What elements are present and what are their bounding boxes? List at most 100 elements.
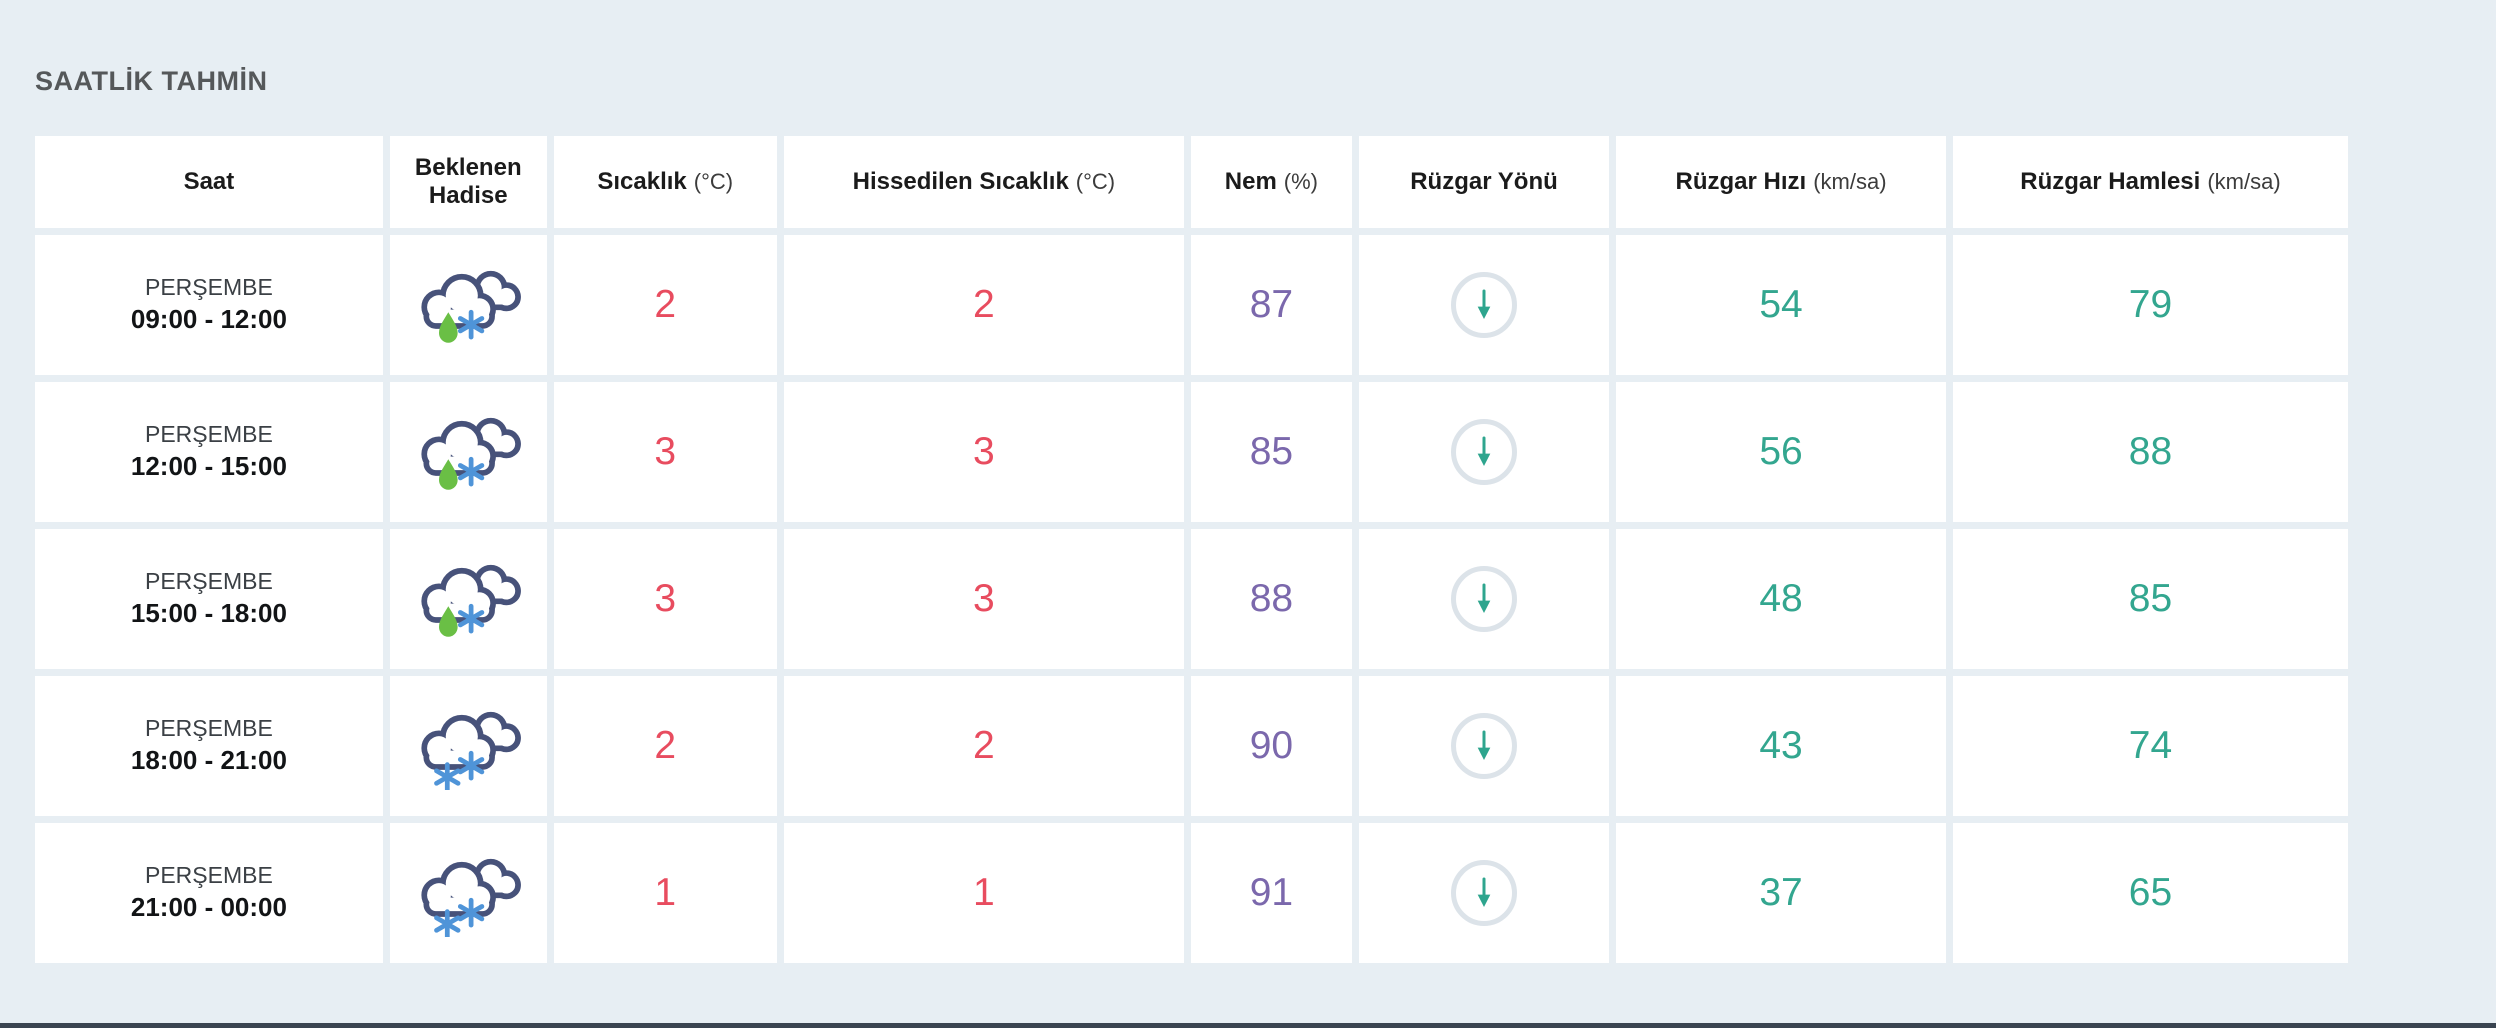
time-cell: PERŞEMBE 18:00 - 21:00 [35, 676, 383, 816]
wind-speed-value: 43 [1759, 724, 1803, 767]
time-range-label: 15:00 - 18:00 [130, 598, 287, 629]
temperature-value: 2 [654, 724, 677, 767]
wind-gust-value: 88 [2128, 430, 2173, 473]
col-header-ruzgar-yonu: Rüzgar Yönü [1358, 136, 1610, 228]
cloud-sleet-icon [410, 555, 526, 637]
time-range-label: 21:00 - 00:00 [130, 892, 287, 923]
weather-icon-cell [389, 529, 547, 669]
temperature-cell: 1 [553, 823, 777, 963]
weather-icon-cell [389, 676, 547, 816]
col-header-label: Rüzgar Hamlesi [2020, 168, 2201, 196]
arrow-down-icon [1476, 730, 1492, 762]
day-label: PERŞEMBE [145, 862, 273, 889]
feels-like-value: 2 [973, 283, 995, 326]
temperature-value: 2 [654, 283, 677, 326]
wind-direction-ring [1450, 272, 1517, 338]
cloud-sleet-icon [410, 408, 526, 490]
wind-speed-value: 56 [1759, 430, 1803, 473]
col-header-saat: Saat [35, 136, 383, 228]
col-header-unit: (km/sa) [1813, 169, 1887, 195]
feels-like-cell: 1 [783, 823, 1184, 963]
time-cell: PERŞEMBE 12:00 - 15:00 [35, 382, 383, 522]
wind-gust-value: 79 [2128, 283, 2173, 326]
wind-direction-cell [1358, 382, 1610, 522]
humidity-cell: 87 [1190, 235, 1352, 375]
wind-speed-cell: 56 [1616, 382, 1946, 522]
feels-like-cell: 3 [783, 529, 1184, 669]
wind-gust-cell: 79 [1952, 235, 2348, 375]
arrow-down-icon [1476, 583, 1492, 615]
wind-speed-cell: 54 [1616, 235, 1946, 375]
col-header-ruzgar-hamlesi: Rüzgar Hamlesi (km/sa) [1952, 136, 2348, 228]
time-range-label: 09:00 - 12:00 [130, 304, 287, 335]
temperature-value: 3 [654, 577, 677, 620]
day-label: PERŞEMBE [145, 568, 273, 595]
wind-speed-cell: 37 [1616, 823, 1946, 963]
time-cell: PERŞEMBE 09:00 - 12:00 [35, 235, 383, 375]
hourly-forecast-table: Saat Beklenen Hadise Sıcaklık (°C) Hisse… [35, 136, 2348, 963]
time-range-label: 12:00 - 15:00 [130, 451, 287, 482]
arrow-down-icon [1476, 877, 1492, 909]
temperature-value: 1 [654, 871, 677, 914]
cloud-sleet-icon [410, 261, 526, 343]
day-label: PERŞEMBE [145, 274, 273, 301]
wind-direction-ring [1450, 566, 1517, 632]
feels-like-value: 3 [973, 430, 995, 473]
day-label: PERŞEMBE [145, 421, 273, 448]
feels-like-value: 3 [973, 577, 995, 620]
feels-like-cell: 2 [783, 676, 1184, 816]
wind-direction-cell [1358, 235, 1610, 375]
time-cell: PERŞEMBE 21:00 - 00:00 [35, 823, 383, 963]
day-label: PERŞEMBE [145, 715, 273, 742]
weather-icon-cell [389, 235, 547, 375]
col-header-label: Rüzgar Hızı [1675, 168, 1807, 196]
humidity-cell: 88 [1190, 529, 1352, 669]
col-header-unit: (%) [1283, 169, 1319, 195]
feels-like-cell: 2 [783, 235, 1184, 375]
temperature-cell: 3 [553, 382, 777, 522]
wind-speed-value: 37 [1759, 871, 1803, 914]
humidity-cell: 85 [1190, 382, 1352, 522]
humidity-cell: 91 [1190, 823, 1352, 963]
wind-gust-value: 65 [2128, 871, 2173, 914]
arrow-down-icon [1476, 436, 1492, 468]
temperature-value: 3 [654, 430, 677, 473]
wind-direction-cell [1358, 529, 1610, 669]
wind-direction-ring [1450, 860, 1517, 926]
wind-speed-cell: 43 [1616, 676, 1946, 816]
wind-gust-cell: 65 [1952, 823, 2348, 963]
wind-gust-cell: 88 [1952, 382, 2348, 522]
humidity-value: 91 [1249, 871, 1294, 914]
section-title: SAATLİK TAHMİN [35, 66, 268, 96]
col-header-label: Rüzgar Yönü [1410, 168, 1558, 196]
temperature-cell: 2 [553, 235, 777, 375]
wind-speed-cell: 48 [1616, 529, 1946, 669]
col-header-sicaklik: Sıcaklık (°C) [553, 136, 777, 228]
wind-gust-cell: 74 [1952, 676, 2348, 816]
col-header-label: Hissedilen Sıcaklık [852, 168, 1069, 196]
wind-gust-value: 74 [2128, 724, 2173, 767]
wind-speed-value: 48 [1759, 577, 1803, 620]
col-header-unit: (km/sa) [2207, 169, 2281, 195]
wind-speed-value: 54 [1759, 283, 1803, 326]
col-header-label: Beklenen Hadise [414, 154, 522, 209]
col-header-nem: Nem (%) [1190, 136, 1352, 228]
humidity-value: 90 [1249, 724, 1294, 767]
col-header-beklenen-hadise: Beklenen Hadise [389, 136, 547, 228]
wind-direction-cell [1358, 676, 1610, 816]
feels-like-cell: 3 [783, 382, 1184, 522]
col-header-label: Sıcaklık [597, 168, 687, 196]
feels-like-value: 2 [973, 724, 995, 767]
humidity-value: 85 [1249, 430, 1294, 473]
weather-icon-cell [389, 823, 547, 963]
humidity-value: 87 [1249, 283, 1294, 326]
cloud-snow-icon [410, 702, 526, 790]
wind-direction-ring [1450, 419, 1517, 485]
humidity-value: 88 [1249, 577, 1294, 620]
wind-direction-ring [1450, 713, 1517, 779]
wind-gust-value: 85 [2128, 577, 2173, 620]
wind-gust-cell: 85 [1952, 529, 2348, 669]
col-header-label: Nem [1224, 168, 1277, 196]
arrow-down-icon [1476, 289, 1492, 321]
col-header-hissedilen-sicaklik: Hissedilen Sıcaklık (°C) [783, 136, 1184, 228]
